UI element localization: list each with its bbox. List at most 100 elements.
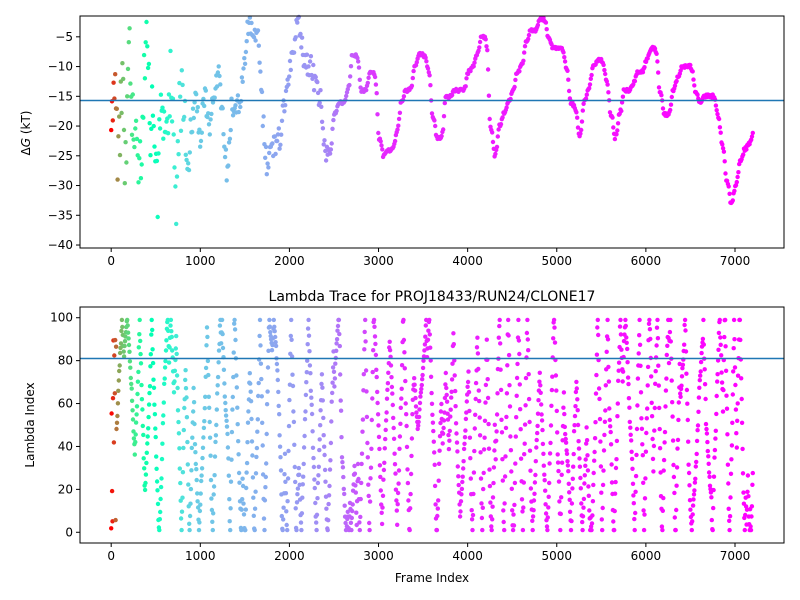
lambda-point: [179, 509, 185, 514]
delta-g-point: [323, 148, 328, 154]
delta-g-point: [291, 50, 297, 55]
lambda-point: [358, 496, 363, 502]
lambda-point: [182, 405, 187, 411]
lambda-point: [575, 408, 580, 413]
lambda-point: [426, 328, 431, 333]
delta-g-point: [160, 105, 165, 110]
lambda-point: [675, 446, 680, 451]
delta-g-point: [198, 144, 203, 149]
lambda-point: [578, 486, 583, 491]
lambda-point: [574, 386, 579, 391]
delta-g-point: [311, 62, 316, 68]
lambda-point: [289, 317, 294, 323]
lambda-point: [451, 342, 456, 347]
lambda-point: [476, 366, 481, 372]
lambda-point: [149, 317, 154, 323]
lambda-point: [427, 332, 432, 337]
lambda-point: [278, 455, 283, 460]
delta-g-point: [659, 93, 664, 98]
delta-g-point: [264, 172, 269, 177]
lambda-point: [539, 402, 544, 407]
delta-g-point: [730, 198, 735, 203]
lambda-point: [673, 527, 678, 533]
lambda-point: [707, 474, 712, 479]
lambda-point: [517, 382, 522, 387]
lambda-point: [633, 473, 639, 479]
lambda-point: [657, 405, 662, 411]
lambda-point: [264, 431, 269, 437]
lambda-point: [155, 488, 160, 493]
lambda-point: [452, 358, 457, 363]
lambda-point: [697, 378, 702, 383]
y-tick-label: −10: [48, 60, 73, 74]
lambda-point: [612, 527, 617, 533]
lambda-point: [399, 363, 405, 368]
lambda-point: [390, 402, 395, 408]
delta-g-point: [112, 96, 117, 101]
lambda-point: [696, 409, 701, 414]
x-tick-label: 3000: [363, 549, 394, 563]
delta-g-point: [276, 126, 281, 131]
lambda-point: [244, 485, 249, 491]
lambda-point: [266, 348, 271, 353]
delta-g-point: [606, 90, 611, 95]
lambda-point: [512, 480, 518, 486]
delta-g-point: [429, 111, 435, 116]
lambda-point: [735, 401, 740, 406]
lambda-point: [249, 439, 255, 444]
lambda-point: [670, 438, 676, 443]
lambda-point: [261, 516, 267, 521]
delta-g-point: [483, 37, 488, 42]
y-tick-label: −35: [48, 208, 73, 222]
lambda-point: [241, 512, 247, 517]
delta-g-point: [263, 144, 269, 150]
lambda-point: [245, 440, 250, 445]
delta-g-point: [257, 60, 262, 65]
lambda-point: [404, 412, 409, 417]
lambda-point: [225, 445, 231, 450]
lambda-point: [455, 449, 460, 454]
lambda-point: [255, 417, 260, 422]
lambda-point: [280, 527, 285, 533]
lambda-point: [437, 448, 442, 453]
lambda-point: [117, 363, 122, 368]
delta-g-point: [263, 155, 268, 160]
lambda-point: [167, 345, 172, 350]
lambda-point: [294, 500, 300, 505]
lambda-point: [260, 443, 265, 448]
lambda-point: [500, 457, 505, 462]
lambda-point: [449, 395, 454, 400]
lambda-point: [563, 436, 568, 442]
lambda-point: [480, 505, 485, 510]
delta-g-point: [187, 150, 192, 155]
delta-g-point: [688, 62, 693, 68]
lambda-point: [552, 325, 557, 330]
lambda-point: [703, 421, 709, 427]
lambda-point: [188, 501, 193, 506]
delta-g-point: [723, 171, 728, 176]
lambda-point: [364, 389, 369, 394]
lambda-point: [369, 417, 374, 423]
delta-g-point: [133, 126, 138, 131]
lambda-point: [291, 409, 296, 414]
lambda-point: [244, 470, 249, 475]
lambda-point: [698, 369, 703, 374]
lambda-point: [318, 423, 323, 428]
lambda-point: [271, 317, 276, 323]
lambda-point: [228, 527, 233, 533]
delta-g-point: [222, 154, 228, 160]
lambda-point: [174, 351, 179, 357]
lambda-point: [592, 449, 597, 455]
lambda-point: [562, 411, 567, 417]
lambda-point: [712, 455, 717, 460]
lambda-point: [338, 408, 344, 413]
lambda-point: [527, 448, 533, 453]
delta-g-point: [198, 138, 204, 144]
lambda-point: [579, 501, 584, 506]
lambda-point: [487, 467, 492, 472]
lambda-point: [678, 394, 683, 399]
lambda-point: [129, 398, 135, 403]
lambda-point: [440, 431, 446, 436]
lambda-point: [155, 501, 161, 507]
delta-g-point: [347, 82, 352, 88]
